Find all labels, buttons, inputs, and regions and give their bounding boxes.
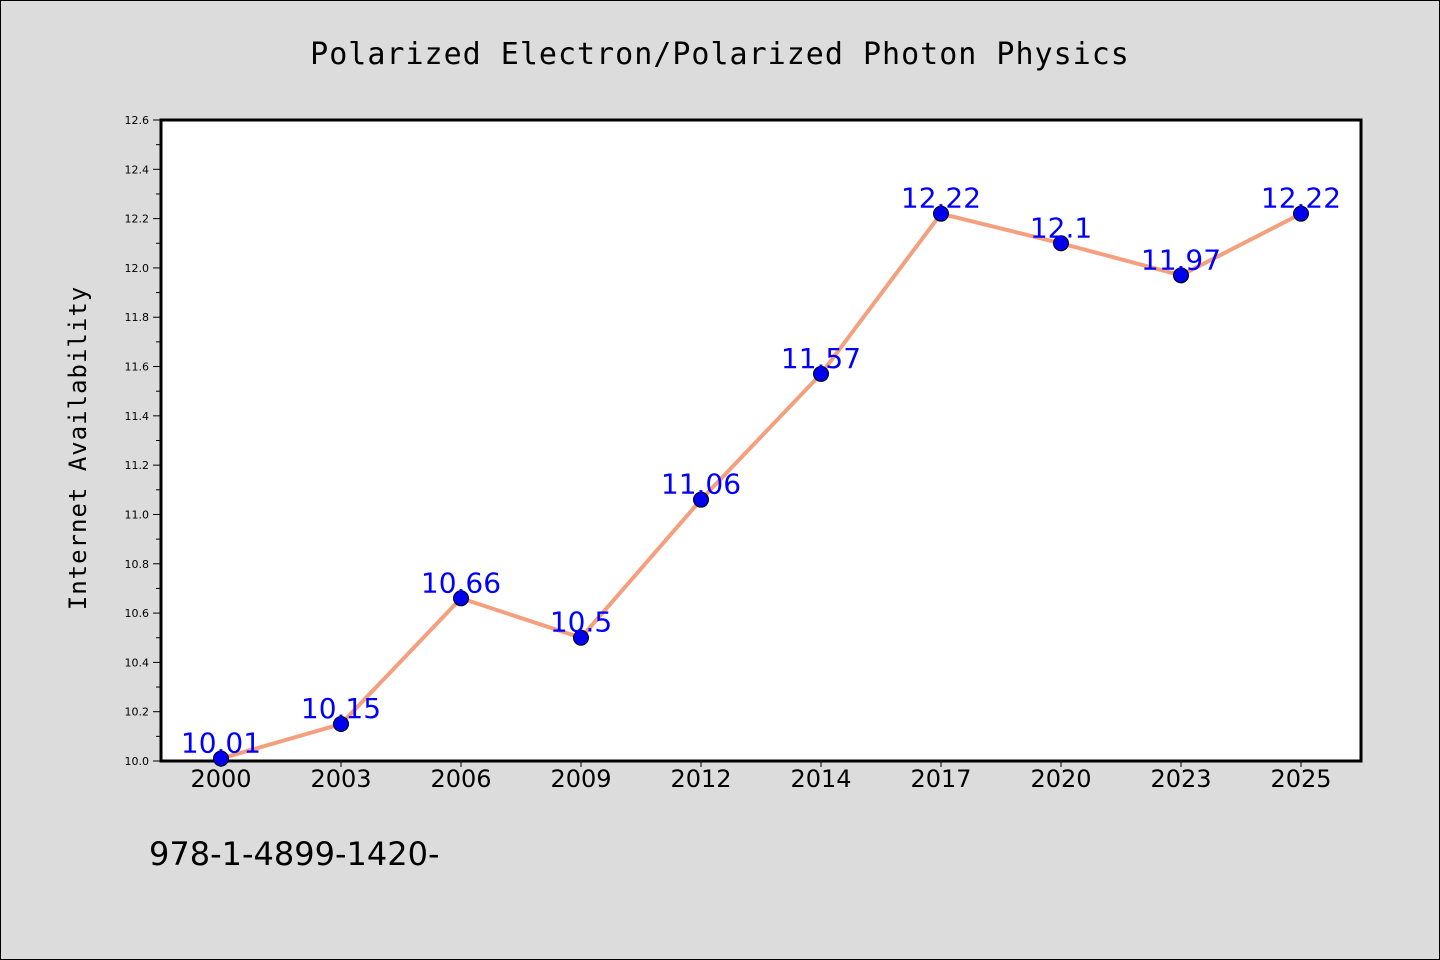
- y-tick-label: 12.0: [125, 262, 150, 275]
- data-label: 12.22: [901, 182, 981, 215]
- x-tick-label: 2020: [1030, 765, 1091, 793]
- data-labels: 10.01 10.15 10.66 10.5 11.06 11.57 12.22 12.1 11…: [181, 182, 1341, 760]
- plot-area: [159, 118, 1363, 763]
- data-label: 10.5: [550, 606, 612, 639]
- data-point: [453, 590, 469, 607]
- y-tick-label: 11.0: [125, 508, 150, 521]
- y-tick-label: 10.8: [125, 558, 150, 571]
- data-point: [1293, 205, 1309, 222]
- data-label: 11.97: [1141, 243, 1221, 276]
- footer-text: 978-1-4899-1420-: [149, 835, 440, 873]
- y-tick-label: 12.2: [125, 213, 150, 226]
- x-tick-label: 2025: [1270, 765, 1331, 793]
- data-label: 12.22: [1261, 182, 1341, 215]
- x-tick-label: 2003: [310, 765, 371, 793]
- data-label: 10.15: [301, 692, 381, 725]
- data-point: [333, 716, 349, 733]
- y-tick-label: 10.0: [125, 755, 150, 768]
- data-label: 12.1: [1030, 211, 1092, 244]
- y-tick-label: 12.6: [125, 114, 150, 127]
- chart-title: Polarized Electron/Polarized Photon Phys…: [310, 37, 1130, 72]
- y-tick-label: 11.8: [125, 311, 150, 324]
- data-label: 10.66: [421, 566, 501, 599]
- series-markers: [213, 205, 1309, 767]
- series-polyline: [219, 211, 1303, 761]
- y-axis-label: Internet Availability: [64, 286, 92, 610]
- data-point: [1053, 235, 1069, 252]
- y-tick-label: 10.6: [125, 607, 150, 620]
- y-tick-label: 12.4: [125, 163, 150, 176]
- data-point: [813, 365, 829, 382]
- x-tick-label: 2023: [1150, 765, 1211, 793]
- y-tick-label: 10.2: [125, 706, 150, 719]
- series-line: [219, 211, 1303, 761]
- y-tick-label: 11.2: [125, 459, 150, 472]
- x-tick-label: 2000: [190, 765, 251, 793]
- x-axis-ticks: 2000 2003 2006 2009 2012 2014 2017 2020 2023 2025: [190, 761, 1332, 793]
- data-label: 10.01: [181, 727, 261, 760]
- data-point: [693, 491, 709, 508]
- x-tick-label: 2006: [430, 765, 491, 793]
- x-tick-label: 2017: [910, 765, 971, 793]
- data-point: [213, 750, 229, 767]
- x-tick-label: 2014: [790, 765, 851, 793]
- data-label: 11.57: [781, 342, 861, 375]
- data-point: [573, 629, 589, 646]
- y-tick-label: 10.4: [125, 656, 150, 669]
- x-tick-label: 2009: [550, 765, 611, 793]
- x-tick-label: 2012: [670, 765, 731, 793]
- data-point: [933, 205, 949, 222]
- data-point: [1173, 267, 1189, 284]
- y-tick-label: 11.4: [125, 410, 150, 423]
- data-label: 11.06: [661, 468, 741, 501]
- y-axis-ticks: 10.0 10.2 10.4 10.6 10.8 11.0 11.2 11.4 11.6 11.8…: [125, 114, 161, 768]
- y-tick-label: 11.6: [125, 361, 150, 374]
